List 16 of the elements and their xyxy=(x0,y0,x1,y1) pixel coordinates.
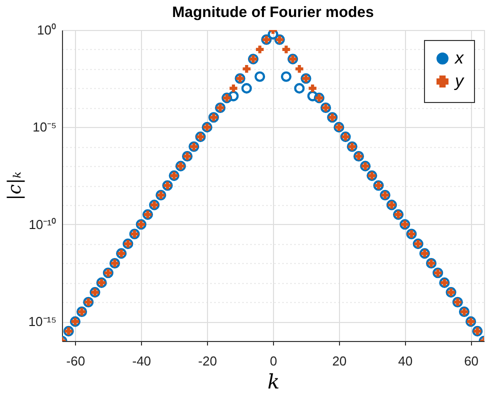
legend-label: y xyxy=(454,72,465,90)
x-tick-label: 40 xyxy=(398,354,413,368)
y-tick-label: 10⁻⁵ xyxy=(32,120,56,135)
y-tick-label: 10⁻¹⁰ xyxy=(28,216,56,232)
x-tick-label: 20 xyxy=(332,354,347,368)
x-tick-label: -20 xyxy=(198,354,217,368)
x-tick-label: 0 xyxy=(270,354,278,368)
x-tick-label: 60 xyxy=(464,354,479,368)
y-tick-label: 10⁻¹⁵ xyxy=(28,314,56,330)
x-tick-label: -60 xyxy=(66,354,86,368)
y-tick-label: 10⁰ xyxy=(37,22,56,38)
y-axis-title: |c|ₖ xyxy=(4,171,26,200)
x-axis-title: k xyxy=(267,370,280,394)
legend-label: x xyxy=(454,48,464,68)
x-tick-label: -40 xyxy=(132,354,152,368)
chart-title: Magnitude of Fourier modes xyxy=(172,4,374,21)
